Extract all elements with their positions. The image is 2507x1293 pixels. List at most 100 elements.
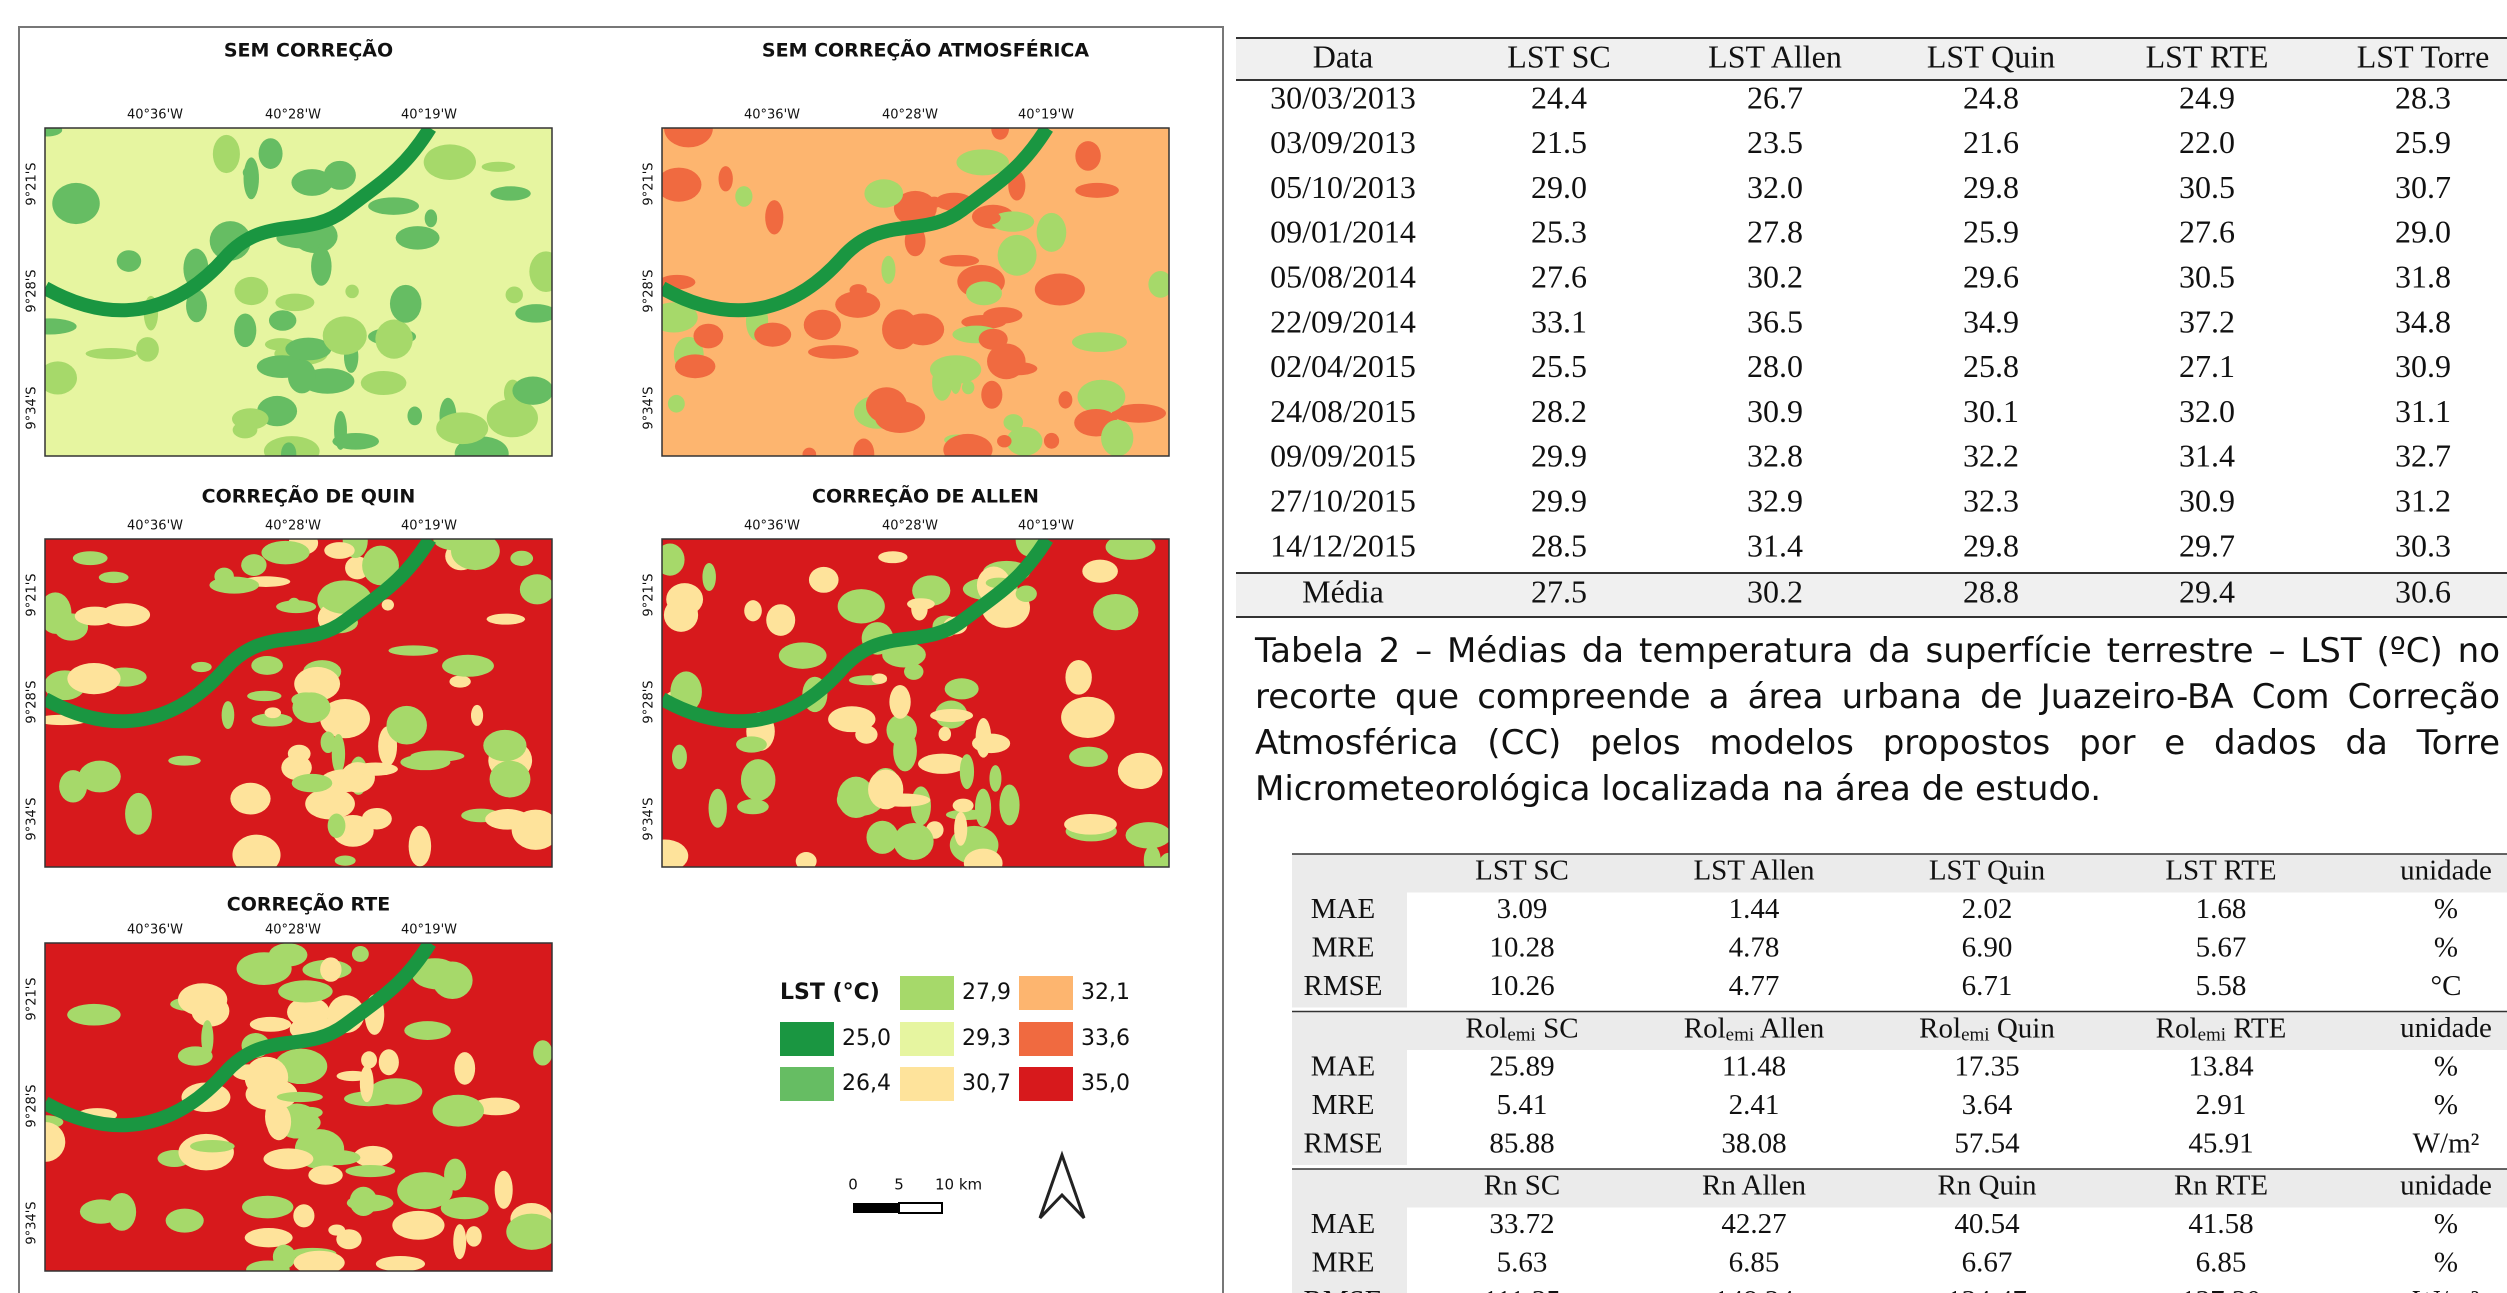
map-patch — [335, 855, 356, 865]
table-cell: 11.48 — [1722, 1051, 1786, 1083]
table-cell: 25.8 — [1963, 348, 2019, 384]
map-patch — [362, 808, 392, 829]
map-patch — [766, 604, 795, 636]
map-patch — [960, 754, 974, 789]
map-patch — [292, 774, 333, 792]
map-patch — [314, 1150, 360, 1165]
map-patch — [293, 1204, 314, 1227]
table-cell: 30/03/2013 — [1270, 79, 1416, 115]
map-patch — [466, 1226, 482, 1247]
table-cell: 32.3 — [1963, 483, 2019, 519]
scale-bar-white — [899, 1203, 942, 1213]
table-cell: LST Quin — [1927, 38, 2055, 74]
map-patch — [878, 551, 907, 563]
header-bg — [1292, 1169, 2507, 1208]
map-patch — [804, 310, 841, 340]
map-patch — [278, 980, 332, 1002]
map-patch — [376, 1256, 425, 1272]
legend-swatch — [900, 976, 954, 1010]
legend-label: 29,3 — [962, 1026, 1011, 1051]
map-patch — [352, 946, 369, 962]
map-patch — [506, 1214, 557, 1250]
table-cell: 57.54 — [1954, 1128, 2020, 1160]
map-patch — [736, 736, 767, 752]
map-patch — [125, 793, 152, 835]
lat-label: 9°34'S — [25, 1201, 40, 1244]
table-header: LST RTE — [2165, 855, 2276, 887]
map-patch — [246, 1260, 290, 1278]
map-patch — [321, 732, 336, 753]
map-patch — [345, 1165, 395, 1177]
table-cell: 3.64 — [1962, 1089, 2013, 1121]
table-cell: 31.4 — [1747, 527, 1803, 563]
table-cell: 27.6 — [2179, 214, 2235, 250]
map-patch — [872, 674, 887, 684]
legend-label: 30,7 — [962, 1071, 1011, 1096]
table-cell: °C — [2431, 970, 2462, 1002]
table-cell: MRE — [1312, 1089, 1375, 1121]
table-cell: 1.44 — [1729, 893, 1780, 925]
map-patch — [247, 691, 281, 701]
map-patch — [328, 814, 346, 838]
header-bg — [1236, 38, 2507, 80]
lon-label: 40°36'W — [127, 923, 183, 938]
map-patch — [512, 377, 553, 405]
table-cell: 30.1 — [1963, 393, 2019, 429]
table-header: unidade — [2400, 855, 2492, 887]
header-part: Rol — [1919, 1012, 1961, 1044]
map-patch — [809, 567, 839, 593]
map-patch — [779, 642, 827, 668]
table-header: LST SC — [1475, 855, 1569, 887]
table-cell: MRE — [1312, 932, 1375, 964]
map-patch — [369, 1078, 422, 1104]
table-cell: 29.8 — [1963, 527, 2019, 563]
header-sub: emi — [2198, 1025, 2227, 1046]
map-patch — [397, 1172, 452, 1209]
lon-label: 40°28'W — [265, 923, 321, 938]
table-cell: 32.0 — [1747, 169, 1803, 205]
table-cell: 25.3 — [1531, 214, 1587, 250]
lon-label: 40°19'W — [401, 519, 457, 534]
map-patch — [324, 542, 354, 559]
map-patch — [213, 135, 240, 173]
table-cell: 29.9 — [1531, 483, 1587, 519]
map-patch — [308, 1165, 342, 1184]
table-cell: 31.8 — [2395, 259, 2451, 295]
map-patch — [108, 1193, 137, 1231]
lat-label: 9°34'S — [25, 797, 40, 840]
map-patch — [23, 318, 77, 334]
table-cell: 21.6 — [1963, 124, 2019, 160]
map-patch — [1101, 420, 1133, 457]
map-patch — [949, 358, 962, 394]
map-patch — [964, 849, 1003, 878]
lat-label: 9°21'S — [642, 162, 657, 205]
legend-swatch — [1019, 976, 1073, 1010]
legend-label: 35,0 — [1081, 1071, 1130, 1096]
table-cell: 17.35 — [1954, 1051, 2019, 1083]
legend-label: 27,9 — [962, 980, 1011, 1005]
map — [25, 943, 557, 1279]
table-cell: 30.9 — [1747, 393, 1803, 429]
table-cell: 30.2 — [1747, 259, 1803, 295]
map-patch — [190, 1140, 235, 1152]
table-cell: 28.2 — [1531, 393, 1587, 429]
map-patch — [234, 277, 268, 305]
table-cell: 4.77 — [1729, 970, 1780, 1002]
header-part: Rol — [1465, 1012, 1507, 1044]
map-patch — [744, 600, 762, 621]
map-patch — [515, 304, 557, 323]
table-cell: W/m² — [2413, 1285, 2480, 1293]
map-patch — [664, 598, 698, 632]
table-cell: 29.8 — [1963, 169, 2019, 205]
lat-label: 9°28'S — [25, 680, 40, 723]
header-part: Rol — [2156, 1012, 2198, 1044]
map-patch — [983, 307, 1022, 323]
map-patch — [407, 407, 422, 426]
map-patch — [424, 144, 476, 180]
table-cell: 6.85 — [2196, 1247, 2247, 1279]
map-patch — [288, 359, 316, 393]
map — [650, 110, 1173, 469]
table-cell: 6.85 — [1729, 1247, 1780, 1279]
map-patch — [894, 823, 934, 860]
map-patch — [1044, 433, 1059, 449]
